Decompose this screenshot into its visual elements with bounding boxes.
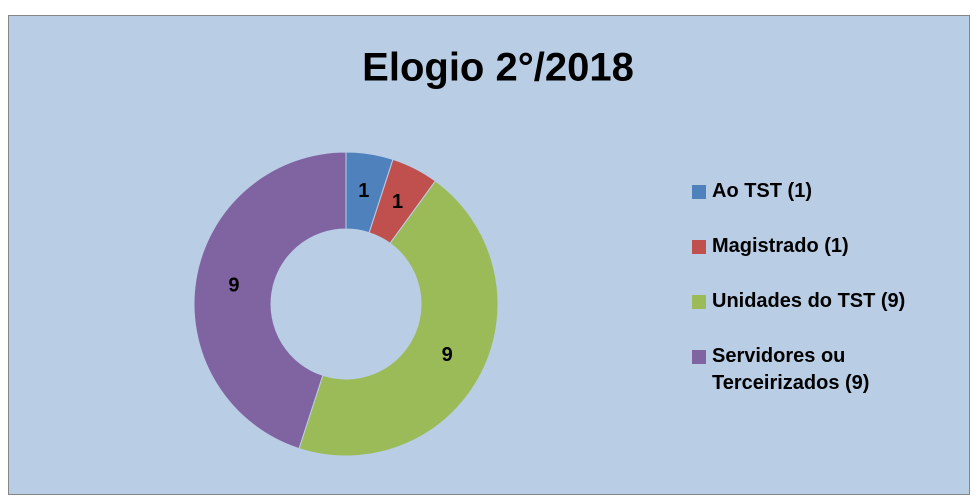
- legend-item: Servidores ou Terceirizados (9): [692, 343, 942, 398]
- legend-item: Ao TST (1): [692, 178, 942, 233]
- legend-label: Magistrado (1): [712, 235, 849, 257]
- donut-slice: [298, 180, 499, 457]
- data-label: 1: [358, 180, 369, 202]
- legend-swatch: [692, 185, 706, 199]
- legend: Ao TST (1) Magistrado (1) Unidades do TST …: [692, 178, 942, 398]
- data-label: 9: [228, 275, 239, 297]
- legend-label: Unidades do TST (9): [712, 290, 906, 312]
- legend-label: Ao TST (1): [712, 180, 812, 202]
- legend-label: Servidores ou Terceirizados (9): [712, 345, 870, 394]
- data-label: 9: [442, 344, 453, 366]
- legend-item: Unidades do TST (9): [692, 288, 942, 343]
- chart-title: Elogio 2°/2018: [362, 46, 634, 90]
- donut-slice: [193, 151, 347, 450]
- legend-item: Magistrado (1): [692, 233, 942, 288]
- data-label: 1: [392, 191, 403, 213]
- legend-swatch: [692, 240, 706, 254]
- legend-swatch: [692, 295, 706, 309]
- legend-swatch: [692, 350, 706, 364]
